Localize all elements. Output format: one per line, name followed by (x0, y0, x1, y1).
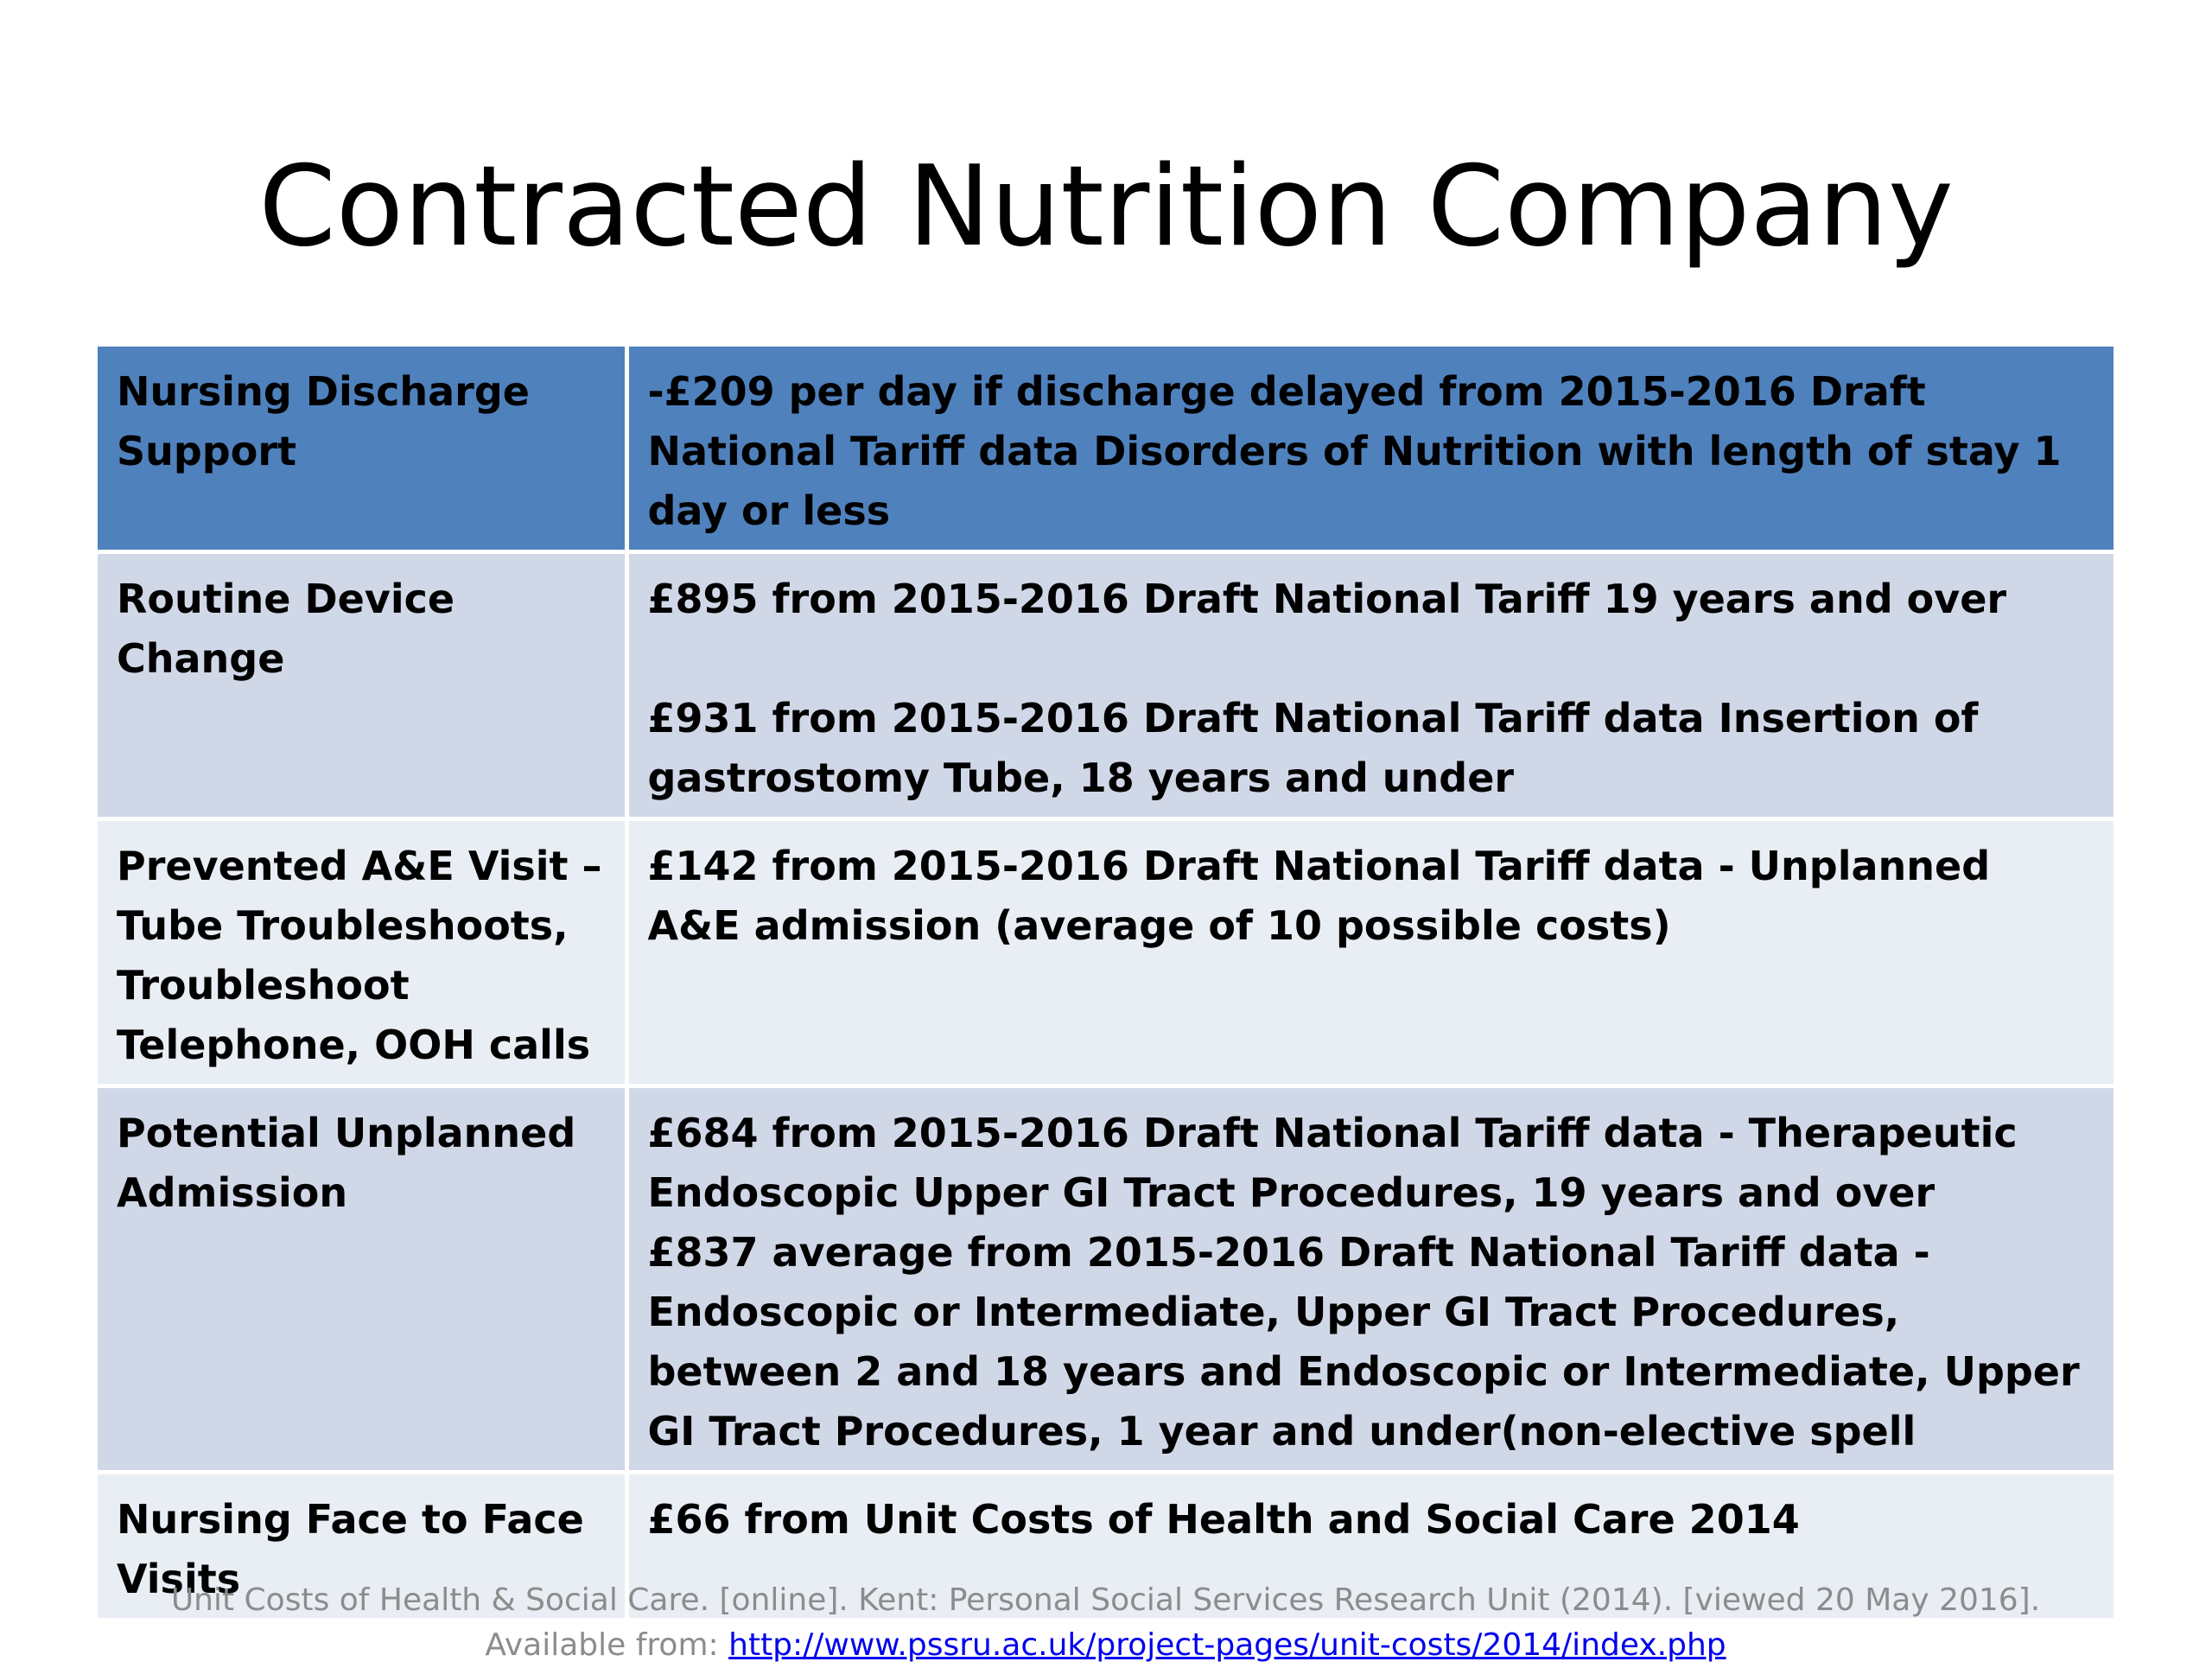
row-label-text: Routine Device Change (117, 576, 455, 682)
table-row: Potential Unplanned Admission £684 from … (98, 1084, 2113, 1474)
slide-title: Contracted Nutrition Company (258, 143, 1954, 271)
row-value-text: £837 average from 2015-2016 Draft Nation… (647, 1229, 2080, 1455)
citation-link[interactable]: http://www.pssru.ac.uk/project-pages/uni… (728, 1627, 1726, 1663)
row-label: Nursing Face to Face Visits (98, 1470, 629, 1618)
table-row: Prevented A&E Visit – Tube Troubleshoots… (98, 817, 2113, 1088)
row-value-text: -£209 per day if discharge delayed from … (647, 368, 2062, 534)
row-label: Routine Device Change (98, 550, 629, 821)
row-label-text: Prevented A&E Visit – Tube Troubleshoots… (117, 843, 602, 1068)
row-value-text: £931 from 2015-2016 Draft National Tarif… (647, 695, 1979, 801)
row-value-text: £684 from 2015-2016 Draft National Tarif… (647, 1110, 2018, 1216)
row-label-text: Potential Unplanned Admission (117, 1110, 576, 1216)
row-value: -£209 per day if discharge delayed from … (624, 347, 2113, 554)
citation: Unit Costs of Health & Social Care. [onl… (98, 1578, 2113, 1668)
table-row: Routine Device Change £895 from 2015-201… (98, 550, 2113, 821)
citation-text: Unit Costs of Health & Social Care. [onl… (170, 1582, 2041, 1663)
row-label-text: Nursing Face to Face Visits (117, 1496, 584, 1602)
row-label: Prevented A&E Visit – Tube Troubleshoots… (98, 817, 629, 1088)
paragraph-gap (648, 629, 2095, 689)
table-row: Nursing Face to Face Visits £66 from Uni… (98, 1470, 2113, 1618)
row-value-text: £142 from 2015-2016 Draft National Tarif… (647, 843, 1991, 949)
table-row: Nursing Discharge Support -£209 per day … (98, 347, 2113, 554)
row-label: Potential Unplanned Admission (98, 1084, 629, 1474)
row-value: £66 from Unit Costs of Health and Social… (624, 1470, 2113, 1618)
row-label-text: Nursing Discharge Support (117, 368, 530, 474)
row-value: £142 from 2015-2016 Draft National Tarif… (624, 817, 2113, 1088)
row-value: £684 from 2015-2016 Draft National Tarif… (624, 1084, 2113, 1474)
row-value: £895 from 2015-2016 Draft National Tarif… (624, 550, 2113, 821)
row-value-text: £895 from 2015-2016 Draft National Tarif… (647, 576, 2007, 622)
cost-table: Nursing Discharge Support -£209 per day … (98, 347, 2113, 1618)
row-value-text: £66 from Unit Costs of Health and Social… (647, 1496, 1800, 1543)
row-label: Nursing Discharge Support (98, 347, 629, 554)
